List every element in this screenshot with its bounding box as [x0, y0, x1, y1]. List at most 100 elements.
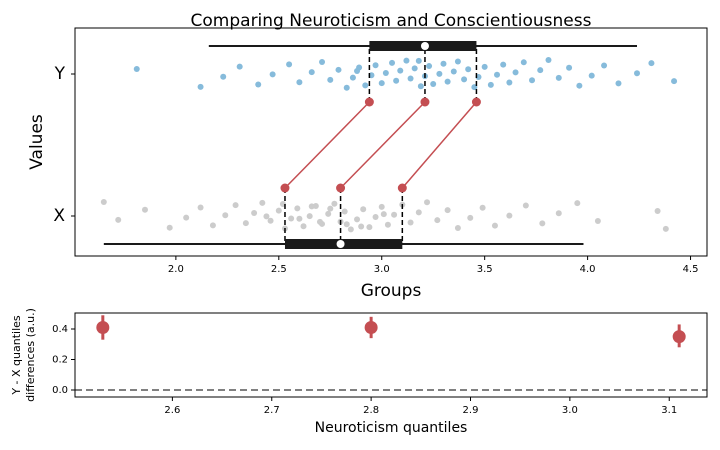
y-axis-label: Values [27, 114, 47, 170]
point [327, 205, 334, 212]
quantile-point [280, 183, 290, 193]
quantile-link [284, 101, 370, 189]
median [336, 240, 345, 248]
point [259, 199, 266, 206]
point [362, 82, 369, 89]
point [529, 77, 536, 84]
point [444, 78, 451, 85]
quantile-point [471, 97, 481, 107]
x-tick-label: 3.0 [374, 264, 390, 275]
y-tick-label: 0.0 [52, 385, 68, 396]
point [615, 80, 622, 87]
point [306, 213, 313, 220]
point [407, 75, 414, 82]
point [430, 80, 437, 87]
point [566, 64, 573, 71]
point [197, 204, 204, 211]
point [654, 207, 661, 214]
point [539, 220, 546, 227]
point [415, 57, 422, 64]
point [232, 202, 239, 209]
point [378, 203, 385, 210]
y-tick-label: X [53, 206, 65, 226]
point [545, 57, 552, 63]
point [275, 207, 282, 214]
point [209, 222, 216, 229]
point [372, 214, 379, 221]
point [378, 80, 385, 87]
point [672, 330, 686, 344]
point [384, 221, 391, 228]
point [341, 208, 348, 215]
x-tick-label: 2.8 [363, 405, 379, 416]
point [133, 65, 140, 72]
point [601, 62, 608, 69]
point [331, 200, 338, 207]
point [263, 213, 270, 220]
point [461, 76, 468, 83]
point [440, 60, 447, 67]
point [197, 83, 204, 90]
point [316, 218, 323, 225]
point [479, 204, 486, 211]
point [325, 210, 332, 217]
point [349, 74, 356, 81]
point [96, 320, 110, 334]
point [267, 217, 274, 224]
point [588, 72, 595, 79]
point [294, 205, 301, 212]
x-axis-label: Groups [361, 281, 422, 301]
point [347, 226, 354, 233]
x-tick-label: 4.5 [683, 264, 699, 275]
point [500, 61, 507, 68]
point [366, 224, 373, 231]
point [141, 206, 148, 213]
x-axis-label: Neuroticism quantiles [315, 420, 468, 436]
point [100, 199, 107, 205]
median [420, 42, 429, 50]
point [288, 215, 295, 222]
point [372, 62, 379, 69]
point [220, 73, 227, 80]
point [236, 63, 243, 70]
y-tick-label: Y [54, 64, 66, 84]
point [296, 79, 303, 86]
x-tick-label: 2.9 [463, 405, 479, 416]
y-tick-label: 0.2 [52, 354, 68, 365]
point [115, 216, 122, 223]
point [454, 58, 461, 65]
point [380, 211, 387, 218]
point [308, 203, 315, 210]
x-tick-label: 2.7 [264, 405, 280, 416]
point [343, 221, 350, 228]
quantile-link [340, 101, 426, 189]
y-axis-label: differences (a.u.) [24, 308, 37, 402]
point [327, 76, 334, 83]
point [255, 81, 262, 88]
point [389, 59, 396, 66]
point [648, 60, 655, 67]
point [417, 83, 424, 90]
point [397, 67, 404, 74]
point [522, 202, 529, 209]
point [296, 215, 303, 222]
point [594, 218, 601, 225]
x-tick-label: 3.5 [477, 264, 493, 275]
point [354, 216, 361, 223]
point [183, 214, 190, 221]
point [269, 71, 276, 78]
point [335, 66, 342, 73]
point [358, 223, 365, 230]
point [319, 59, 326, 66]
point [360, 206, 367, 213]
point [671, 78, 678, 85]
point [634, 70, 641, 77]
point [555, 74, 562, 81]
point [411, 65, 418, 72]
point [166, 224, 173, 231]
point [393, 77, 400, 84]
point [450, 68, 457, 75]
point [391, 211, 398, 218]
point [576, 82, 583, 89]
